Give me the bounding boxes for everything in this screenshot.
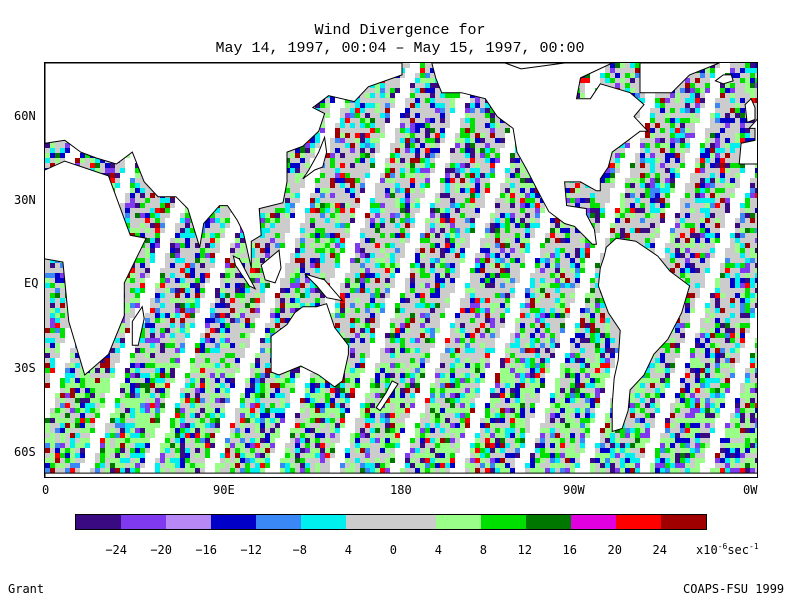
colorbar-swatch <box>661 515 706 529</box>
footer-credit: COAPS-FSU 1999 <box>683 582 785 596</box>
units-tail-exponent: -1 <box>749 542 759 551</box>
colorbar-tick-label: 4 <box>434 543 442 557</box>
colorbar-tick-label: −24 <box>105 543 127 557</box>
colorbar-tick-label: −20 <box>150 543 172 557</box>
lat-label-30n: 30N <box>14 193 36 207</box>
colorbar-swatch <box>256 515 301 529</box>
colorbar-swatch <box>571 515 616 529</box>
continent-europe-asia <box>45 63 403 269</box>
colorbar-swatch <box>211 515 256 529</box>
lat-label-30s: 30S <box>14 361 36 375</box>
colorbar-tick-label: 20 <box>607 543 622 557</box>
footer-author: Grant <box>8 582 45 596</box>
land-masses <box>45 63 757 477</box>
colorbar-swatch <box>616 515 661 529</box>
units-base: x10 <box>696 543 718 557</box>
continent-africa <box>45 160 147 376</box>
continent-north-america <box>431 63 650 245</box>
colorbar-swatch <box>436 515 481 529</box>
units-exponent: -6 <box>717 542 728 551</box>
colorbar-swatch <box>121 515 166 529</box>
lon-label-90e: 90E <box>213 483 235 497</box>
colorbar-tick-label: 4 <box>344 543 352 557</box>
colorbar-swatch <box>391 515 436 529</box>
continent-arctic-islands <box>504 63 565 70</box>
lon-label-0w: 0W <box>743 483 758 497</box>
continent-iceland <box>714 74 734 85</box>
colorbar-tick-label: −16 <box>195 543 217 557</box>
continent-europe-west <box>738 118 757 165</box>
continent-sumatra <box>232 255 257 290</box>
lon-label-90w: 90W <box>563 483 585 497</box>
colorbar-swatch <box>166 515 211 529</box>
wind-divergence-map <box>44 62 758 478</box>
colorbar-tick-label: 12 <box>517 543 532 557</box>
units-tail: sec <box>727 543 750 557</box>
colorbar-swatch <box>481 515 526 529</box>
colorbar-tick-label: −12 <box>240 543 262 557</box>
lon-label-0: 0 <box>42 483 50 497</box>
colorbar-tick-label: 24 <box>652 543 667 557</box>
map-title-line2: May 14, 1997, 00:04 – May 15, 1997, 00:0… <box>215 40 585 57</box>
colorbar-tick-label: 0 <box>389 543 397 557</box>
map-title-line1: Wind Divergence for <box>314 22 486 39</box>
lat-label-60s: 60S <box>14 445 36 459</box>
colorbar <box>75 514 707 530</box>
lat-label-eq: EQ <box>24 276 39 290</box>
continent-uk <box>744 97 756 124</box>
colorbar-tick-label: 16 <box>562 543 577 557</box>
continent-new-guinea <box>304 273 344 302</box>
continent-south-america <box>597 237 691 433</box>
continent-greenland <box>639 63 720 94</box>
colorbar-swatch <box>301 515 346 529</box>
continent-japan <box>302 135 328 180</box>
lat-label-60n: 60N <box>14 109 36 123</box>
colorbar-units: x10-6sec-1 <box>696 542 759 557</box>
lon-label-180: 180 <box>390 483 412 497</box>
colorbar-swatch <box>76 515 121 529</box>
continent-madagascar <box>131 305 145 346</box>
continent-antarctica <box>45 472 757 477</box>
colorbar-swatch <box>526 515 571 529</box>
continent-australia <box>270 303 349 388</box>
colorbar-tick-label: −8 <box>292 543 307 557</box>
continent-new-zealand <box>375 380 399 412</box>
continent-borneo <box>260 249 282 284</box>
colorbar-tick-label: 8 <box>479 543 487 557</box>
colorbar-swatch <box>346 515 391 529</box>
map-canvas <box>45 63 757 477</box>
